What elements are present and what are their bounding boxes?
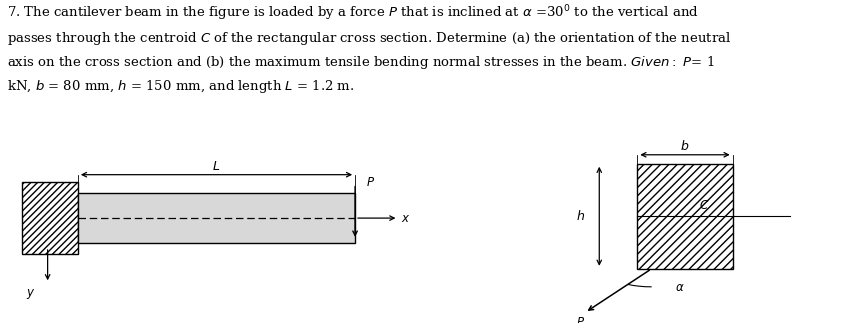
Text: 7. The cantilever beam in the figure is loaded by a force $P$ that is inclined a: 7. The cantilever beam in the figure is … (7, 3, 731, 95)
Text: $h$: $h$ (576, 209, 585, 223)
Text: $x$: $x$ (400, 212, 410, 224)
Text: $b$: $b$ (681, 139, 689, 153)
Text: $L$: $L$ (212, 160, 221, 173)
Polygon shape (22, 182, 78, 254)
Bar (637, 164, 733, 269)
Text: $P$: $P$ (576, 316, 585, 323)
Text: $y$: $y$ (26, 287, 36, 301)
Bar (78, 193, 355, 244)
Text: $P$: $P$ (365, 176, 375, 189)
Text: $C$: $C$ (700, 199, 709, 212)
Text: $\alpha$: $\alpha$ (675, 281, 685, 294)
